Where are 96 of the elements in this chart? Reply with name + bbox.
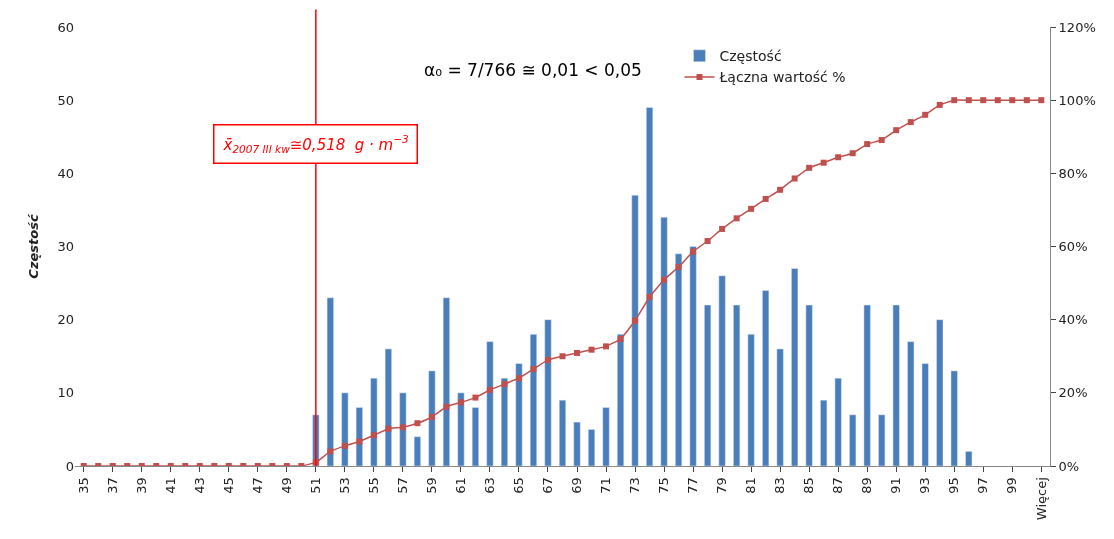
- bar: [718, 275, 726, 466]
- bar: [921, 363, 929, 466]
- x-tick-label: 99: [1004, 477, 1020, 494]
- x-tick-label: 57: [395, 477, 411, 494]
- bar: [631, 195, 639, 466]
- x-tick-label: 39: [133, 477, 149, 494]
- bar: [442, 297, 450, 466]
- ref-line-label: x̄$_{2007 III kw}$≅0,518 g · m$^{−3}$: [222, 133, 409, 155]
- bar: [428, 370, 436, 466]
- bar: [573, 421, 581, 466]
- x-tick-label: 65: [511, 477, 527, 494]
- x-tick-label: 91: [888, 477, 904, 494]
- annotation: α₀ = 7/766 ≅ 0,01 < 0,05: [424, 60, 642, 80]
- x-tick-label: 73: [627, 477, 643, 494]
- bar: [820, 399, 828, 466]
- bar: [326, 297, 334, 466]
- legend-label: Łączna wartość %: [718, 69, 846, 86]
- x-tick-label: 87: [830, 477, 846, 494]
- x-tick-label: 79: [714, 477, 730, 494]
- y-tick-label: 10: [57, 385, 74, 401]
- y-tick-label: 30: [57, 239, 74, 255]
- bar: [399, 392, 407, 466]
- y-tick-label: 20: [57, 312, 74, 328]
- bar: [486, 341, 494, 466]
- x-tick-label: 35: [75, 477, 91, 494]
- bar: [878, 414, 886, 466]
- bar: [704, 304, 712, 466]
- bar: [733, 304, 741, 466]
- bar: [689, 246, 697, 466]
- y2-tick-label: 0%: [1058, 458, 1080, 474]
- bar: [471, 407, 479, 466]
- bar: [950, 370, 958, 466]
- x-tick-label: Więcej: [1033, 477, 1049, 521]
- x-tick-label: 63: [482, 477, 498, 494]
- x-tick-label: 67: [540, 477, 556, 494]
- bar: [762, 290, 770, 466]
- x-tick-label: 61: [453, 477, 469, 494]
- y2-tick-label: 20%: [1058, 385, 1088, 401]
- bar: [675, 253, 683, 466]
- x-tick-label: 49: [279, 477, 295, 494]
- x-tick-label: 97: [975, 477, 991, 494]
- x-tick-label: 71: [598, 477, 614, 494]
- bar: [558, 399, 567, 466]
- bar: [863, 304, 871, 466]
- x-tick-label: 59: [424, 477, 440, 494]
- bar: [355, 407, 363, 466]
- bar: [588, 429, 596, 466]
- bar: [515, 363, 523, 466]
- x-tick-label: 47: [250, 477, 266, 494]
- bar: [602, 407, 610, 466]
- bar: [936, 319, 944, 466]
- y-tick-label: 60: [57, 19, 74, 35]
- bar: [834, 377, 842, 466]
- x-tick-label: 51: [308, 477, 324, 494]
- x-tick-label: 83: [772, 477, 788, 494]
- y2-tick-label: 80%: [1058, 165, 1088, 181]
- y2-tick-label: 120%: [1058, 19, 1096, 35]
- bar: [413, 436, 421, 466]
- y2-tick-label: 40%: [1058, 312, 1088, 328]
- x-tick-label: 37: [104, 477, 120, 494]
- bar: [500, 377, 508, 466]
- bar: [791, 268, 799, 466]
- x-tick-label: 69: [569, 477, 585, 494]
- x-tick-label: 77: [685, 477, 701, 494]
- bar: [805, 304, 813, 466]
- y-tick-label: 40: [57, 165, 74, 181]
- bar: [617, 334, 625, 466]
- bar: [529, 334, 537, 466]
- y2-tick-label: 60%: [1058, 239, 1088, 255]
- bar: [965, 451, 973, 466]
- bar: [892, 304, 900, 466]
- y2-tick-label: 100%: [1058, 92, 1096, 108]
- x-tick-label: 93: [917, 477, 933, 494]
- bar: [370, 377, 378, 466]
- bar: [544, 319, 552, 466]
- x-tick-label: 85: [801, 477, 817, 494]
- x-tick-label: 89: [859, 477, 875, 494]
- x-tick-label: 75: [656, 477, 672, 494]
- y-axis-title: Częstość: [26, 213, 42, 279]
- bar: [646, 107, 654, 466]
- bar: [384, 348, 392, 466]
- x-tick-label: 41: [162, 477, 178, 494]
- bar: [776, 348, 784, 466]
- bar: [849, 414, 857, 466]
- bar: [907, 341, 915, 466]
- y-tick-label: 50: [57, 92, 74, 108]
- x-tick-label: 81: [743, 477, 759, 494]
- bar: [660, 216, 668, 466]
- x-tick-label: 55: [366, 477, 382, 494]
- y-tick-label: 0: [65, 458, 74, 474]
- bar: [747, 334, 755, 466]
- legend-label: Częstość: [719, 48, 782, 65]
- x-tick-label: 45: [221, 477, 237, 494]
- x-tick-label: 95: [946, 477, 962, 494]
- x-tick-label: 53: [337, 477, 353, 494]
- x-tick-label: 43: [192, 477, 208, 494]
